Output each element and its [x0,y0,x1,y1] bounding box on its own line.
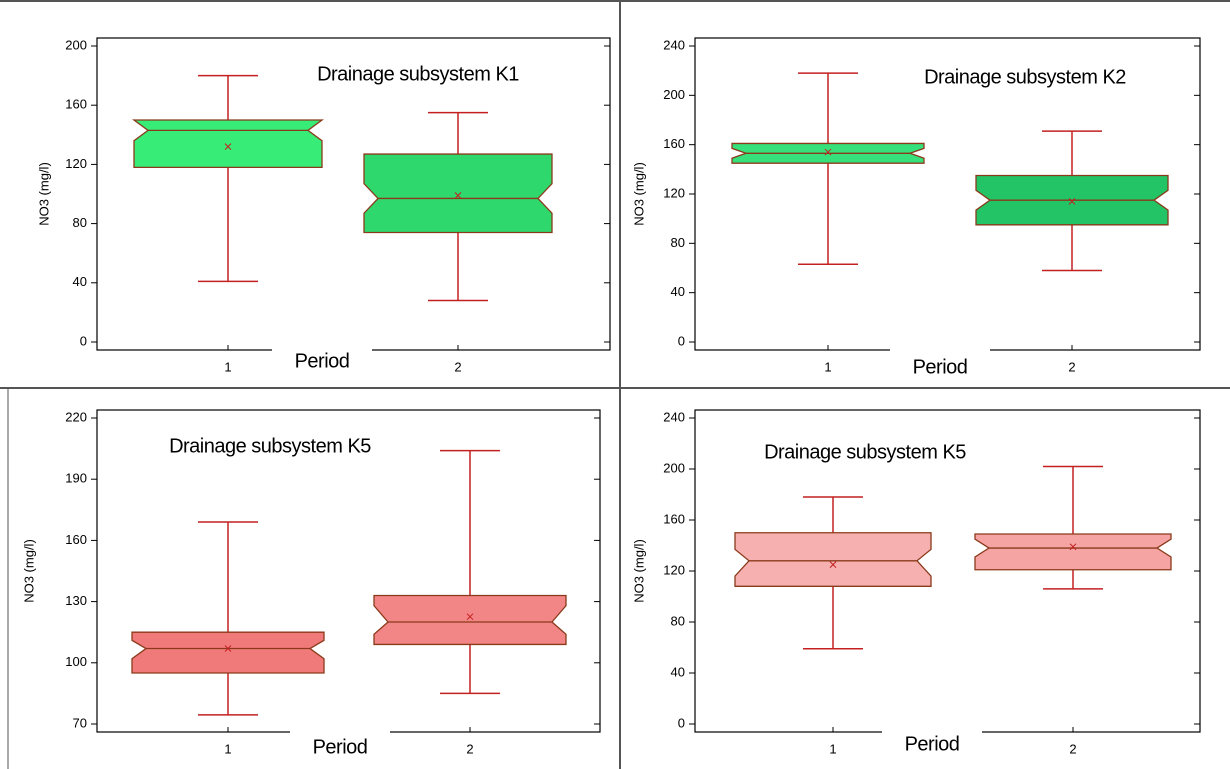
x-axis-label: Period [295,350,350,372]
y-tick-label: 70 [73,715,87,730]
mean-marker [454,192,462,199]
annotation: Drainage subsystem K5 [169,435,371,457]
x-tick-label: 2 [466,741,473,756]
y-tick-label: 120 [663,562,685,577]
box [373,594,567,646]
y-tick-label: 0 [678,333,685,348]
y-tick-label: 80 [671,613,685,628]
box [363,153,553,234]
y-tick-label: 160 [663,511,685,526]
y-tick-label: 0 [80,333,87,348]
x-tick-label: 2 [1068,359,1075,374]
axis-gap [272,348,372,352]
y-tick-label: 40 [671,284,685,299]
axis-gap [882,730,982,734]
axis-gap [890,348,990,352]
y-tick-label: 200 [65,37,87,52]
x-tick-label: 1 [224,741,231,756]
y-tick-label: 200 [663,460,685,475]
y-axis-label: NO3 (mg/l) [21,539,36,603]
x-axis-label: Period [905,733,960,755]
y-tick-label: 240 [663,37,685,52]
box [131,631,325,674]
x-tick-label: 1 [829,741,836,756]
x-tick-label: 1 [824,359,831,374]
box [734,532,932,587]
mean-marker [824,148,832,156]
mean-marker [1068,198,1076,205]
y-tick-label: 190 [65,471,87,486]
y-tick-label: 220 [65,409,87,424]
mean-marker [466,613,474,621]
y-tick-label: 160 [65,532,87,547]
y-tick-label: 80 [671,235,685,250]
mean-marker [1069,543,1077,551]
box [974,533,1172,571]
box [132,119,324,169]
y-tick-label: 160 [65,97,87,112]
annotation: Drainage subsystem K1 [317,63,519,85]
mean-marker [224,143,232,150]
x-axis-label: Period [313,736,368,758]
y-tick-label: 130 [65,593,87,608]
y-axis-label: NO3 (mg/l) [631,162,646,226]
y-axis-label: NO3 (mg/l) [631,539,646,603]
y-tick-label: 120 [663,185,685,200]
x-tick-label: 2 [1069,741,1076,756]
y-tick-label: 200 [663,87,685,102]
y-tick-label: 240 [663,409,685,424]
plot-frame [96,409,601,733]
mean-marker [829,561,837,568]
mean-marker [224,645,232,652]
x-tick-label: 1 [224,359,231,374]
x-axis-label: Period [913,356,968,378]
y-tick-label: 40 [671,664,685,679]
x-tick-label: 2 [454,359,461,374]
annotation: Drainage subsystem K5 [764,441,966,463]
y-tick-label: 120 [65,156,87,171]
annotation: Drainage subsystem K2 [924,66,1126,88]
y-tick-label: 40 [73,274,87,289]
y-tick-label: 80 [73,215,87,230]
axis-gap [290,730,390,734]
y-tick-label: 0 [678,715,685,730]
y-tick-label: 100 [65,654,87,669]
y-axis-label: NO3 (mg/l) [36,162,51,226]
y-tick-label: 160 [663,136,685,151]
